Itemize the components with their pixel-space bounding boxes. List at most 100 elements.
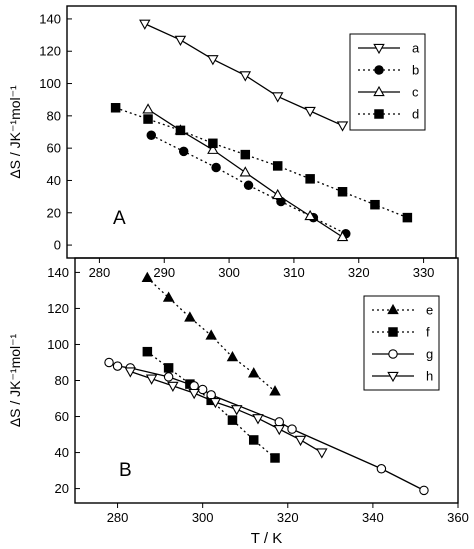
legend-marker-g [388, 349, 398, 359]
data-point-e [162, 291, 175, 302]
y-tick-label: 0 [54, 238, 61, 253]
data-point-e [269, 385, 281, 396]
data-point-h [188, 388, 200, 400]
x-tick-label: 310 [283, 265, 305, 280]
data-point-d [175, 125, 186, 136]
y-axis-label: ΔS / JK⁻¹mol⁻¹ [7, 333, 23, 427]
legend-marker-b [374, 65, 384, 75]
legend-label-h: h [426, 369, 433, 384]
data-point-e [247, 367, 260, 378]
x-tick-label: 280 [89, 265, 111, 280]
legend-label-b: b [412, 63, 419, 78]
y-tick-label: 40 [47, 173, 61, 188]
data-point-a [271, 92, 284, 103]
data-point-a [207, 55, 219, 66]
x-tick-label: 300 [218, 265, 240, 280]
data-point-f [142, 346, 153, 357]
data-point-h [294, 435, 307, 447]
y-tick-label: 120 [47, 301, 69, 316]
data-point-c [304, 209, 316, 221]
y-tick-label: 80 [47, 108, 61, 123]
legend-box [363, 295, 440, 391]
y-axis-label: ΔS / JK⁻¹mol⁻¹ [7, 85, 23, 179]
data-point-g [274, 417, 285, 427]
data-point-b [178, 146, 189, 157]
y-tick-label: 40 [55, 445, 69, 460]
data-point-h [316, 448, 328, 459]
panel-a: 0 20 40 60 80 100 120 140 280 290 300 310 320 330 abcd… [7, 5, 457, 280]
data-point-d [143, 114, 153, 124]
data-point-g [287, 424, 297, 434]
data-point-g [104, 357, 114, 368]
y-tick-label: 20 [47, 205, 61, 220]
data-point-b [146, 130, 157, 140]
data-point-a [304, 106, 316, 118]
x-tick-label: 360 [447, 510, 469, 525]
data-point-d [337, 187, 348, 197]
data-point-e [205, 329, 217, 340]
legend-marker-h [387, 371, 399, 383]
data-point-d [208, 138, 218, 149]
data-point-g [163, 372, 174, 382]
data-point-h [273, 424, 286, 436]
legend-label-a: a [412, 41, 420, 56]
data-point-c [239, 166, 252, 177]
data-point-b [243, 180, 254, 191]
x-tick-label: 320 [277, 510, 299, 525]
data-point-g [189, 381, 199, 391]
data-point-d [240, 149, 251, 160]
legend-marker-f [388, 327, 398, 337]
y-tick-label: 100 [39, 76, 61, 91]
x-tick-label: 320 [348, 265, 370, 280]
series-d [110, 103, 413, 223]
data-point-b [211, 162, 221, 173]
y-tick-label: 60 [55, 409, 69, 424]
data-point-h [145, 374, 158, 385]
x-tick-label: 280 [107, 510, 129, 525]
data-point-d [370, 199, 380, 210]
data-point-h [167, 381, 179, 393]
data-point-f [227, 415, 238, 425]
panel-label: B [119, 460, 132, 481]
legend-box [349, 33, 426, 131]
series-h [124, 367, 328, 459]
series-c [142, 103, 349, 242]
legend-label-f: f [426, 325, 430, 340]
x-tick-label: 290 [153, 265, 175, 280]
legend-marker-d [374, 109, 384, 119]
data-point-c [336, 230, 349, 242]
y-tick-label: 60 [47, 141, 61, 156]
data-point-a [336, 121, 349, 132]
legend-label-g: g [426, 347, 433, 362]
y-tick-label: 140 [39, 11, 61, 26]
legend-label-c: c [412, 85, 419, 100]
data-point-g [197, 384, 208, 395]
series-line-h [130, 370, 323, 454]
data-point-d [305, 174, 315, 184]
x-tick-label: 330 [413, 265, 435, 280]
panel-label: A [113, 208, 126, 229]
data-point-d [272, 161, 283, 171]
data-point-a [239, 71, 252, 82]
y-tick-label: 20 [55, 481, 69, 496]
legend-label-e: e [426, 303, 433, 318]
data-point-c [271, 188, 284, 200]
data-point-h [230, 405, 243, 416]
data-point-f [270, 453, 280, 463]
legend-marker-a [373, 43, 385, 55]
data-point-c [142, 103, 154, 114]
x-tick-label: 340 [362, 510, 384, 525]
data-point-f [248, 435, 259, 445]
data-point-f [163, 363, 174, 373]
x-tick-label: 300 [192, 510, 214, 525]
legend-marker-c [373, 85, 385, 97]
legend-marker-e [387, 303, 399, 315]
y-tick-label: 100 [47, 337, 69, 352]
data-point-g [376, 464, 387, 474]
data-point-e [226, 350, 239, 362]
data-point-h [252, 414, 264, 425]
data-point-h [124, 367, 137, 378]
data-point-e [141, 271, 154, 282]
